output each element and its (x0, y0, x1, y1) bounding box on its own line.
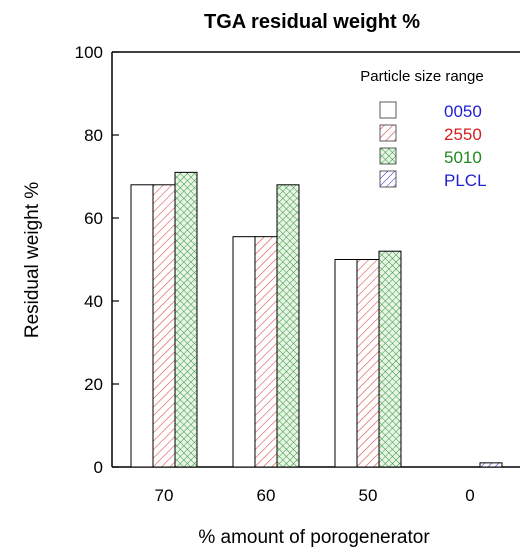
bar-0050-70 (130, 184, 154, 468)
legend-background (338, 62, 518, 224)
x-axis-label: % amount of porogenerator (198, 527, 430, 548)
bar-PLCL-0 (479, 462, 503, 468)
bar-2550-60 (254, 236, 278, 468)
legend-swatch-PLCL (379, 170, 397, 188)
legend-swatch-0050 (379, 101, 397, 119)
y-tick-label: 100 (75, 43, 103, 62)
plot-area: 0 20 40 60 80 100 70 60 50 0 (75, 43, 520, 505)
x-tick-label: 60 (257, 486, 276, 505)
x-tick-label: 50 (359, 486, 378, 505)
y-tick-label: 40 (84, 292, 103, 311)
bar-2550-70 (152, 184, 176, 468)
x-ticks: 70 60 50 0 (155, 486, 475, 505)
bar-0050-60 (232, 236, 256, 468)
legend-label-5010: 5010 (444, 148, 482, 167)
y-ticks: 0 20 40 60 80 100 (75, 43, 119, 477)
bar-5010-60 (276, 184, 300, 468)
x-tick-label: 70 (155, 486, 174, 505)
legend-swatch-2550 (379, 124, 397, 142)
x-tick-label: 0 (465, 486, 474, 505)
bar-5010-70 (174, 171, 198, 468)
bar-5010-50 (378, 250, 402, 468)
y-tick-label: 20 (84, 375, 103, 394)
y-tick-label: 60 (84, 209, 103, 228)
bar-0050-50 (334, 259, 358, 468)
bars (130, 171, 503, 468)
y-axis-label: Residual weight % (22, 182, 43, 338)
bar-2550-50 (356, 259, 380, 468)
legend-label-PLCL: PLCL (444, 171, 487, 190)
legend: Particle size range 0050 2550 5010 PLCL (338, 62, 518, 224)
legend-label-2550: 2550 (444, 125, 482, 144)
legend-title: Particle size range (360, 68, 483, 85)
legend-label-0050: 0050 (444, 102, 482, 121)
y-tick-label: 0 (94, 458, 103, 477)
legend-items: 0050 2550 5010 PLCL (379, 101, 487, 190)
y-tick-label: 80 (84, 126, 103, 145)
legend-swatch-5010 (379, 147, 397, 165)
chart-title: TGA residual weight % (204, 11, 420, 33)
